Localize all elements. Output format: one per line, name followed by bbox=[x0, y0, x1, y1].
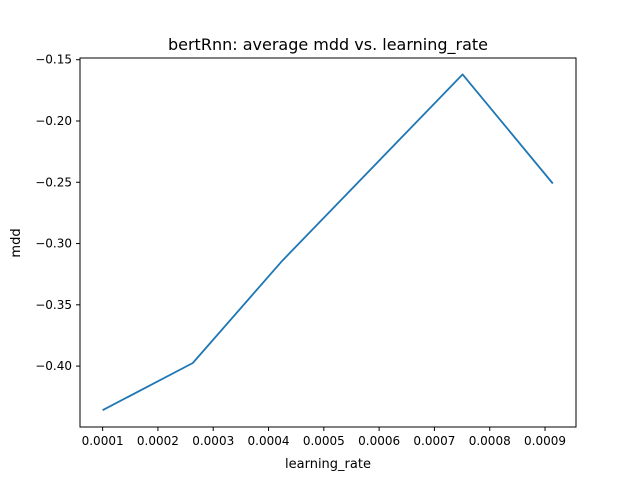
y-tick-label: −0.20 bbox=[35, 114, 72, 128]
y-tick-label: −0.30 bbox=[35, 237, 72, 251]
y-axis-label: mdd bbox=[9, 228, 24, 257]
x-tick-label: 0.0007 bbox=[413, 434, 455, 448]
x-tick-label: 0.0009 bbox=[524, 434, 566, 448]
x-tick-label: 0.0005 bbox=[303, 434, 345, 448]
plot-frame bbox=[79, 57, 577, 428]
chart-title: bertRnn: average mdd vs. learning_rate bbox=[168, 35, 488, 55]
y-axis: −0.40 −0.35 −0.30 −0.25 −0.20 −0.15 bbox=[35, 53, 80, 373]
y-tick-label: −0.40 bbox=[35, 359, 72, 373]
x-tick-label: 0.0008 bbox=[469, 434, 511, 448]
series-line bbox=[102, 73, 554, 411]
y-tick-label: −0.25 bbox=[35, 175, 72, 189]
y-tick-label: −0.35 bbox=[35, 298, 72, 312]
x-tick-label: 0.0006 bbox=[358, 434, 400, 448]
y-tick-label: −0.15 bbox=[35, 53, 72, 67]
x-tick-label: 0.0002 bbox=[137, 434, 179, 448]
plot-area: 0.0001 0.0002 0.0003 0.0004 0.0005 0.0006 0.00… bbox=[35, 53, 577, 448]
x-tick-label: 0.0001 bbox=[82, 434, 124, 448]
x-axis-label: learning_rate bbox=[285, 457, 371, 472]
x-tick-label: 0.0003 bbox=[192, 434, 234, 448]
x-axis: 0.0001 0.0002 0.0003 0.0004 0.0005 0.0006 0.00… bbox=[82, 427, 566, 448]
series-layer bbox=[102, 73, 554, 411]
x-tick-label: 0.0004 bbox=[248, 434, 290, 448]
